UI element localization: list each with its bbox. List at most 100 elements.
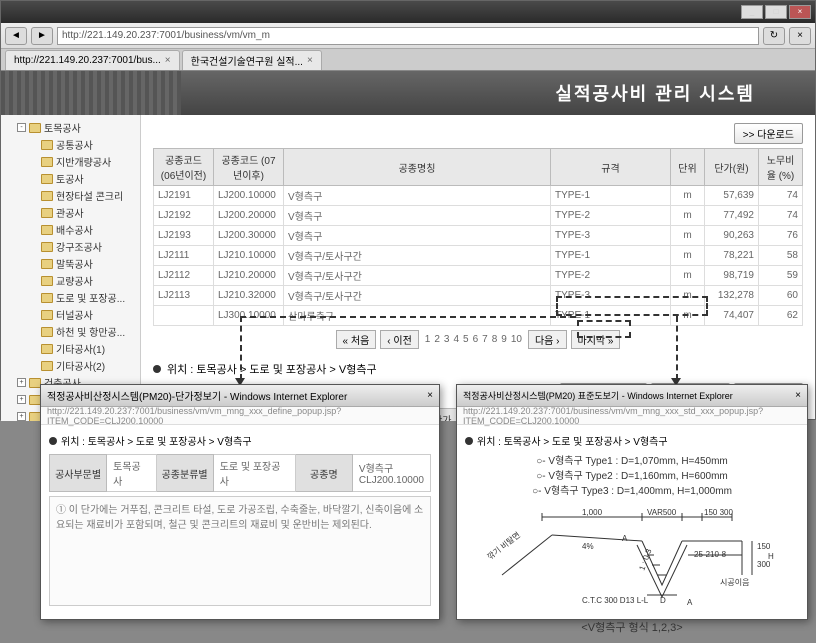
- table-row[interactable]: LJ2192LJ200.20000V형측구TYPE-2m77,49274: [154, 206, 803, 226]
- cell: 132,278: [705, 286, 759, 306]
- sidebar-item[interactable]: 말뚝공사: [3, 255, 138, 272]
- back-button[interactable]: ◄: [5, 27, 27, 45]
- tree-expand-icon[interactable]: +: [17, 378, 26, 387]
- tab-2[interactable]: 한국건설기술연구원 실적... ×: [182, 50, 322, 70]
- table-row[interactable]: LJ2193LJ200.30000V형측구TYPE-3m90,26376: [154, 226, 803, 246]
- cell: LJ210.10000: [214, 246, 284, 266]
- tree-label: 도로 및 포장공...: [56, 290, 125, 305]
- col-price: 단가(원): [705, 149, 759, 186]
- close-button[interactable]: ×: [789, 5, 811, 19]
- table-row[interactable]: LJ2111LJ210.10000V형측구/토사구간TYPE-1m78,2215…: [154, 246, 803, 266]
- popup-body: 위치 : 토목공사 > 도로 및 포장공사 > V형측구 ○- V형측구 Typ…: [457, 425, 807, 643]
- folder-icon: [41, 361, 53, 371]
- pager: « 처음 ‹ 이전 12345678910 다음 › 마지막 »: [153, 330, 803, 349]
- popup-unit-def: 적정공사비산정시스템(PM20)-단가정보기 - Windows Interne…: [40, 384, 440, 620]
- sidebar-item[interactable]: 교량공사: [3, 272, 138, 289]
- sidebar-item[interactable]: 강구조공사: [3, 238, 138, 255]
- pager-page[interactable]: 8: [490, 334, 500, 345]
- page-header: 실적공사비 관리 시스템: [1, 71, 815, 115]
- cell: TYPE-3: [551, 286, 671, 306]
- sidebar-item[interactable]: 지반개량공사: [3, 153, 138, 170]
- col-unit: 단위: [671, 149, 705, 186]
- tree-expand-icon[interactable]: +: [17, 395, 26, 404]
- col-spec: 규격: [551, 149, 671, 186]
- sidebar-item[interactable]: 도로 및 포장공...: [3, 289, 138, 306]
- sidebar-item[interactable]: 하천 및 항만공...: [3, 323, 138, 340]
- maximize-button[interactable]: □: [765, 5, 787, 19]
- breadcrumb-section: 위치 : 토목공사 > 도로 및 포장공사 > V형측구: [153, 361, 803, 377]
- sidebar-item[interactable]: -토목공사: [3, 119, 138, 136]
- tree-label: 기타공사(1): [56, 341, 105, 356]
- cell: TYPE-2: [551, 266, 671, 286]
- sidebar-item[interactable]: 기타공사(1): [3, 340, 138, 357]
- minimize-button[interactable]: _: [741, 5, 763, 19]
- field-value: 토목공사: [107, 455, 156, 492]
- pager-prev[interactable]: ‹ 이전: [380, 330, 419, 349]
- folder-icon: [41, 259, 53, 269]
- popup-breadcrumb: 위치 : 토목공사 > 도로 및 포장공사 > V형측구: [49, 433, 431, 448]
- pager-page[interactable]: 10: [509, 334, 524, 345]
- sidebar-item[interactable]: 공통공사: [3, 136, 138, 153]
- pager-first[interactable]: « 처음: [336, 330, 377, 349]
- cell: LJ200.10000: [214, 186, 284, 206]
- tab-close-icon[interactable]: ×: [307, 55, 313, 66]
- tree-expand-icon[interactable]: -: [17, 123, 26, 132]
- cell: [154, 306, 214, 326]
- table-row[interactable]: LJ2112LJ210.20000V형측구/토사구간TYPE-2m98,7195…: [154, 266, 803, 286]
- download-button[interactable]: >> 다운로드: [734, 123, 803, 144]
- folder-icon: [41, 276, 53, 286]
- sidebar-item[interactable]: 터널공사: [3, 306, 138, 323]
- cell: TYPE-3: [551, 226, 671, 246]
- table-row[interactable]: LJ2191LJ200.10000V형측구TYPE-1m57,63974: [154, 186, 803, 206]
- sidebar-item[interactable]: 기타공사(2): [3, 357, 138, 374]
- browser-titlebar: _ □ ×: [1, 1, 815, 23]
- svg-text:300: 300: [757, 560, 771, 569]
- popup-body: 위치 : 토목공사 > 도로 및 포장공사 > V형측구 공사부문별 토목공사 …: [41, 425, 439, 614]
- cell: 74,407: [705, 306, 759, 326]
- svg-text:150: 150: [757, 542, 771, 551]
- tab-close-icon[interactable]: ×: [165, 55, 171, 66]
- cell: LJ2191: [154, 186, 214, 206]
- cross-section-diagram: 1,000 VAR500 150 300 깎기 비탈면 4% A A 1: [482, 505, 782, 615]
- popup-crumb-text: 위치 : 토목공사 > 도로 및 포장공사 > V형측구: [61, 433, 252, 448]
- pager-page[interactable]: 4: [451, 334, 461, 345]
- folder-icon: [41, 157, 53, 167]
- cell: TYPE-1: [551, 186, 671, 206]
- pager-page[interactable]: 9: [499, 334, 509, 345]
- breadcrumb-text: 위치 : 토목공사 > 도로 및 포장공사 > V형측구: [167, 361, 377, 377]
- table-row[interactable]: LJ2113LJ210.32000V형측구/토사구간TYPE-3m132,278…: [154, 286, 803, 306]
- refresh-button[interactable]: ↻: [763, 27, 785, 45]
- popup-crumb-text: 위치 : 토목공사 > 도로 및 포장공사 > V형측구: [477, 433, 668, 448]
- cell: 76: [759, 226, 803, 246]
- stop-button[interactable]: ×: [789, 27, 811, 45]
- folder-icon: [41, 208, 53, 218]
- tree-label: 지반개량공사: [56, 154, 111, 169]
- pager-page[interactable]: 6: [471, 334, 481, 345]
- folder-icon: [41, 293, 53, 303]
- sidebar-item[interactable]: 배수공사: [3, 221, 138, 238]
- popup-close-icon[interactable]: ×: [427, 390, 433, 401]
- popup-close-icon[interactable]: ×: [795, 390, 801, 401]
- cell: m: [671, 226, 705, 246]
- url-bar[interactable]: http://221.149.20.237:7001/business/vm/v…: [57, 27, 759, 45]
- sidebar-item[interactable]: 관공사: [3, 204, 138, 221]
- cell: V형측구/토사구간: [284, 246, 551, 266]
- pager-page[interactable]: 2: [432, 334, 442, 345]
- pager-page[interactable]: 1: [423, 334, 433, 345]
- tab-1[interactable]: http://221.149.20.237:7001/bus... ×: [5, 50, 180, 70]
- cell: V형측구/토사구간: [284, 286, 551, 306]
- col-name: 공종명칭: [284, 149, 551, 186]
- sidebar-tree: -토목공사공통공사지반개량공사토공사현장타설 콘크리관공사배수공사강구조공사말뚝…: [1, 115, 141, 421]
- pager-page[interactable]: 7: [480, 334, 490, 345]
- pager-page[interactable]: 5: [461, 334, 471, 345]
- tree-expand-icon[interactable]: +: [17, 412, 26, 421]
- tree-label: 기타공사(2): [56, 358, 105, 373]
- svg-text:1,000: 1,000: [582, 508, 603, 517]
- pager-last[interactable]: 마지막 »: [571, 330, 621, 349]
- pager-next[interactable]: 다음 ›: [528, 330, 567, 349]
- sidebar-item[interactable]: 토공사: [3, 170, 138, 187]
- popup-url: http://221.149.20.237:7001/business/vm/v…: [457, 407, 807, 425]
- forward-button[interactable]: ►: [31, 27, 53, 45]
- svg-text:4%: 4%: [582, 542, 594, 551]
- sidebar-item[interactable]: 현장타설 콘크리: [3, 187, 138, 204]
